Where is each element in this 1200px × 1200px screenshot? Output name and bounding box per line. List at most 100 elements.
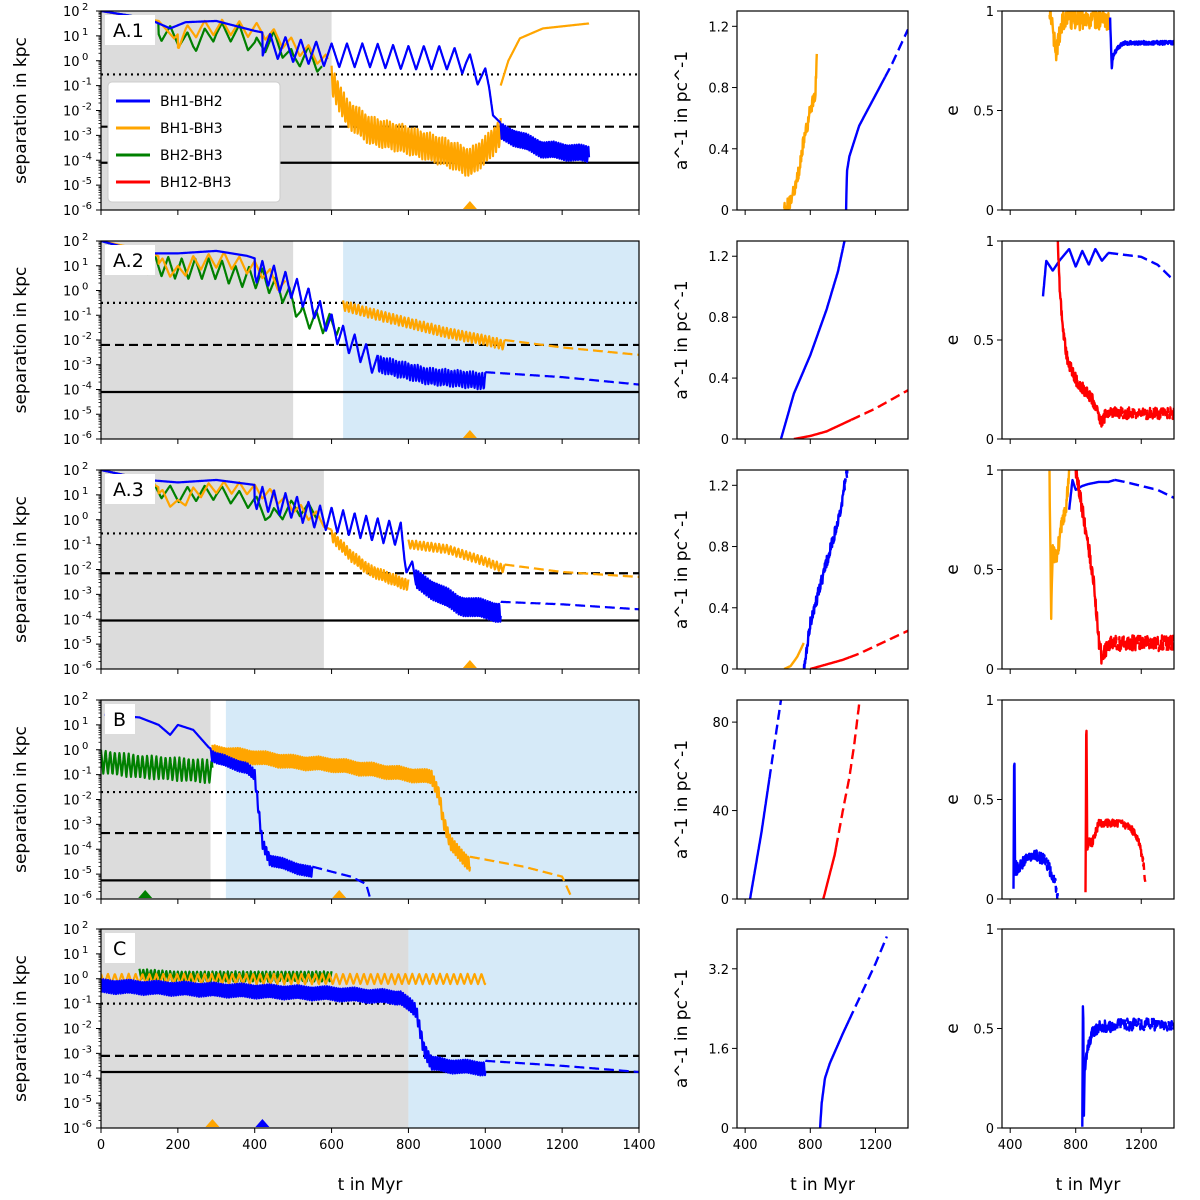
inverse-semimajor-panel-2: 0 0.4 0.8 1.2 a^-1 in pc^-1	[672, 240, 909, 448]
y-tick-label: 10	[63, 179, 80, 194]
event-marker-bh1-bh3	[462, 430, 477, 438]
y-tick-label: 10	[63, 359, 80, 374]
y-tick-exponent: -6	[82, 890, 92, 901]
panel-plot-area	[1081, 1005, 1174, 1127]
separation-panel-C: C10 210 110 010 -110 -210 -310 -410 -510 -60 200 40…	[11, 920, 656, 1153]
plot-frame	[1001, 928, 1175, 1129]
y-tick-label: 10	[63, 588, 80, 603]
y-tick-exponent: -3	[82, 815, 92, 826]
series-line-bh12-bh3	[834, 704, 861, 848]
y-tick-label: 3.2	[708, 963, 729, 978]
panel-label: A.1	[113, 20, 144, 42]
y-tick-label: 10	[63, 613, 80, 628]
series-line-bh12-bh3	[1074, 470, 1110, 665]
series-line-bh1-bh2	[101, 11, 502, 124]
series-line-bh1-bh2	[101, 978, 487, 1077]
x-tick-label: 400	[242, 1138, 267, 1153]
x-axis-title: t in Myr	[1056, 1175, 1121, 1195]
series-line-bh1-bh2	[484, 371, 639, 386]
series-line-bh12-bh3	[1107, 634, 1174, 653]
y-tick-exponent: -2	[82, 561, 92, 572]
y-axis-title: e	[943, 564, 963, 574]
plot-frame	[736, 10, 909, 211]
y-tick-label: 0	[986, 204, 994, 219]
x-tick-label: 1200	[546, 1138, 579, 1153]
inverse-semimajor-panel-1: 0 0.4 0.8 1.2 a^-1 in pc^-1	[672, 10, 909, 219]
y-tick-exponent: -4	[82, 610, 92, 621]
y-tick-label: 1	[986, 694, 994, 709]
y-tick-exponent: 1	[82, 486, 88, 497]
plot-frame	[736, 928, 909, 1129]
y-tick-label: 10	[63, 818, 80, 833]
y-tick-label: 1.6	[708, 1042, 729, 1057]
y-tick-exponent: 2	[82, 232, 88, 243]
y-tick-exponent: -4	[82, 840, 92, 851]
y-tick-label: 10	[63, 1072, 80, 1087]
y-tick-exponent: -5	[82, 405, 92, 416]
series-line-bh1-bh2	[843, 470, 849, 491]
y-tick-label: 10	[63, 973, 80, 988]
y-tick-label: 0.8	[708, 82, 729, 97]
y-tick-exponent: -2	[82, 331, 92, 342]
y-tick-label: 1	[986, 464, 994, 479]
y-tick-label: 10	[63, 408, 80, 423]
y-tick-exponent: 0	[82, 511, 88, 522]
series-line-bh2-bh3	[101, 749, 214, 784]
y-tick-label: 10	[63, 1023, 80, 1038]
series-line-bh1-bh3	[503, 563, 639, 579]
y-axis-title: separation in kpc	[11, 955, 31, 1102]
y-tick-label: 80	[712, 716, 729, 731]
inverse-semimajor-panel-4: 0 40 80 a^-1 in pc^-1	[672, 699, 909, 908]
y-tick-label: 1.2	[708, 250, 729, 265]
y-tick-exponent: -6	[82, 1119, 92, 1130]
y-tick-exponent: 1	[82, 257, 88, 268]
panel-plot-area	[1041, 241, 1174, 428]
y-axis-title: separation in kpc	[11, 496, 31, 643]
y-tick-label: 10	[63, 105, 80, 120]
y-tick-label: 1	[986, 235, 994, 250]
y-tick-label: 10	[63, 744, 80, 759]
x-tick-label: 1200	[1125, 1138, 1158, 1153]
panel-plot-area	[101, 470, 639, 669]
panel-plot-area	[101, 241, 639, 439]
y-tick-label: 0	[721, 433, 729, 448]
y-tick-label: 0.4	[708, 143, 729, 158]
y-tick-label: 10	[63, 893, 80, 908]
series-line-bh12-bh3	[1107, 818, 1147, 883]
series-line-bh1-bh2	[844, 76, 887, 210]
event-marker-bh1-bh3	[462, 660, 477, 668]
series-line-bh1-bh2	[1113, 478, 1174, 499]
shaded-region-grey	[101, 929, 409, 1128]
y-tick-label: 0.5	[973, 1023, 994, 1038]
y-tick-exponent: -2	[82, 102, 92, 113]
y-tick-exponent: 1	[82, 945, 88, 956]
y-tick-exponent: -3	[82, 356, 92, 367]
panel-plot-area	[101, 700, 639, 899]
y-tick-label: 10	[63, 204, 80, 219]
y-tick-label: 10	[63, 1097, 80, 1112]
series-line-bh12-bh3	[848, 629, 908, 659]
panel-label: B	[113, 709, 126, 731]
y-axis-title: a^-1 in pc^-1	[672, 280, 692, 399]
series-line-bh1-bh2	[768, 700, 783, 780]
y-tick-label: 10	[63, 80, 80, 95]
inverse-semimajor-panel-3: 0 0.4 0.8 1.2 a^-1 in pc^-1	[672, 469, 909, 678]
y-tick-label: 0.8	[708, 311, 729, 326]
series-line-bh1-bh2	[376, 354, 487, 391]
event-marker-bh2-bh3	[138, 890, 153, 898]
y-tick-exponent: -5	[82, 635, 92, 646]
legend-label: BH2-BH3	[160, 148, 223, 164]
y-tick-exponent: -1	[82, 766, 92, 777]
y-tick-exponent: -4	[82, 151, 92, 162]
y-tick-label: 10	[63, 433, 80, 448]
y-tick-label: 10	[63, 489, 80, 504]
y-tick-label: 0	[986, 893, 994, 908]
shaded-region-blue	[343, 241, 639, 439]
y-tick-exponent: 2	[82, 920, 88, 931]
y-tick-label: 10	[63, 663, 80, 678]
